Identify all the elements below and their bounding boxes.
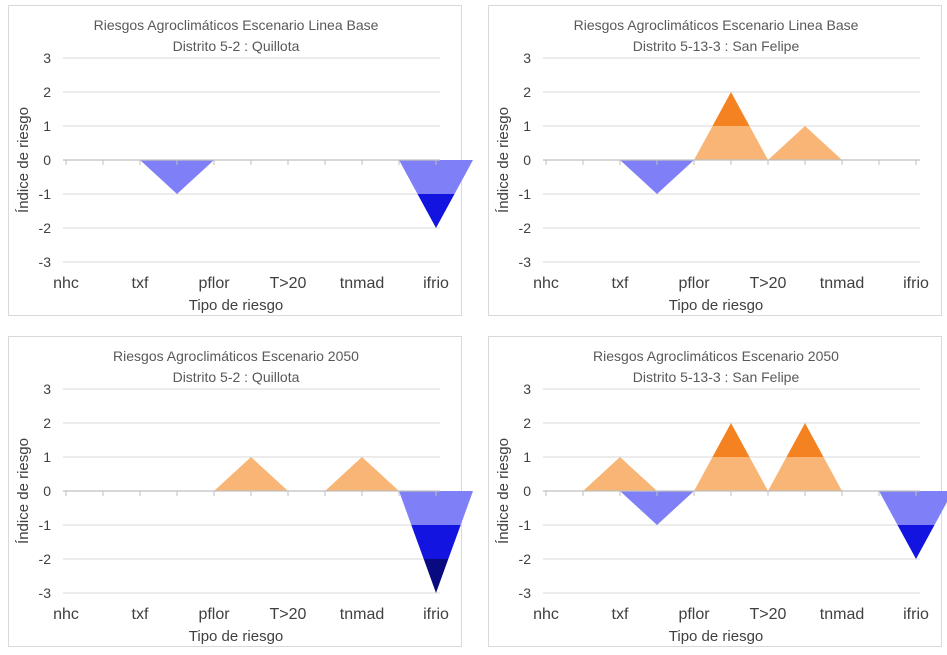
y-axis-label: Índice de riesgo xyxy=(15,107,32,213)
risk-area-peak-2-level-1 xyxy=(694,457,768,491)
risk-area-peak-1-level-1 xyxy=(694,126,768,160)
risk-area-peak-1-level-1 xyxy=(399,160,473,194)
x-category-label: nhc xyxy=(533,606,559,623)
y-tick-label: 1 xyxy=(43,118,51,134)
y-axis-label: Índice de riesgo xyxy=(495,107,512,213)
y-tick-label: -3 xyxy=(519,585,532,601)
y-tick-label: -2 xyxy=(519,220,532,236)
y-tick-label: 3 xyxy=(43,50,51,66)
chart-panel-quillota-base: Riesgos Agroclimáticos Escenario Linea B… xyxy=(8,5,473,316)
chart-svg: Riesgos Agroclimáticos Escenario Linea B… xyxy=(495,17,929,314)
chart-subtitle: Distrito 5-13-3 : San Felipe xyxy=(633,369,800,385)
x-category-label: T>20 xyxy=(270,275,307,292)
x-category-label: nhc xyxy=(53,606,79,623)
chart-svg: Riesgos Agroclimáticos Escenario Linea B… xyxy=(15,17,473,314)
x-axis-label: Tipo de riesgo xyxy=(189,628,284,645)
x-category-label: tnmad xyxy=(340,275,384,292)
x-category-label: txf xyxy=(132,275,149,292)
risk-area-peak-2-level-3 xyxy=(423,559,449,593)
y-tick-label: 1 xyxy=(523,118,531,134)
y-tick-label: 0 xyxy=(523,483,531,499)
x-category-label: nhc xyxy=(53,275,79,292)
chart-subtitle: Distrito 5-2 : Quillota xyxy=(173,369,300,385)
x-category-label: pflor xyxy=(198,275,230,292)
x-axis-label: Tipo de riesgo xyxy=(189,297,284,314)
y-tick-label: -3 xyxy=(39,254,52,270)
x-category-label: txf xyxy=(612,606,629,623)
chart-subtitle: Distrito 5-2 : Quillota xyxy=(173,38,300,54)
chart-svg: Riesgos Agroclimáticos Escenario 2050 Dis… xyxy=(15,348,473,645)
y-tick-label: -1 xyxy=(39,186,52,202)
x-category-label: tnmad xyxy=(820,606,864,623)
risk-area-peak-1-level-2 xyxy=(417,194,455,228)
y-tick-label: -2 xyxy=(39,220,52,236)
x-category-label: T>20 xyxy=(750,606,787,623)
y-tick-label: 3 xyxy=(523,381,531,397)
x-category-label: tnmad xyxy=(820,275,864,292)
y-tick-label: -1 xyxy=(519,186,532,202)
risk-area-peak-3-level-1 xyxy=(768,457,842,491)
y-tick-label: 2 xyxy=(523,415,531,431)
x-category-label: ifrio xyxy=(903,606,929,623)
x-category-label: pflor xyxy=(678,275,710,292)
risk-area-peak-4-level-1 xyxy=(879,491,947,525)
y-tick-label: 3 xyxy=(43,381,51,397)
chart-title: Riesgos Agroclimáticos Escenario 2050 xyxy=(113,348,359,364)
risk-area-peak-2-level-2 xyxy=(712,423,750,457)
y-tick-label: -2 xyxy=(39,551,52,567)
x-category-label: T>20 xyxy=(750,275,787,292)
risk-area-peak-2-level-1 xyxy=(768,126,842,160)
y-tick-label: -2 xyxy=(519,551,532,567)
y-tick-label: 1 xyxy=(43,449,51,465)
risk-area-peak-1-level-1 xyxy=(325,457,399,491)
y-tick-label: 0 xyxy=(43,483,51,499)
risk-area-peak-3-level-2 xyxy=(786,423,824,457)
risk-area-peak-0-level-1 xyxy=(214,457,288,491)
y-tick-label: 3 xyxy=(523,50,531,66)
risk-area-peak-1-level-1 xyxy=(620,491,694,525)
risk-area-peak-2-level-2 xyxy=(411,525,461,559)
x-category-label: ifrio xyxy=(423,275,449,292)
x-category-label: tnmad xyxy=(340,606,384,623)
risk-area-peak-0-level-1 xyxy=(140,160,214,194)
y-axis-label: Índice de riesgo xyxy=(495,438,512,544)
y-tick-label: 1 xyxy=(523,449,531,465)
y-tick-label: -3 xyxy=(39,585,52,601)
x-category-label: txf xyxy=(132,606,149,623)
y-tick-label: 0 xyxy=(523,152,531,168)
risk-area-peak-0-level-1 xyxy=(620,160,694,194)
y-tick-label: -1 xyxy=(39,517,52,533)
chart-panel-quillota-2050: Riesgos Agroclimáticos Escenario 2050 Dis… xyxy=(8,336,473,647)
chart-panel-san-felipe-2050: Riesgos Agroclimáticos Escenario 2050 Dis… xyxy=(488,336,947,647)
x-axis-label: Tipo de riesgo xyxy=(669,628,764,645)
y-tick-label: -1 xyxy=(519,517,532,533)
y-axis-label: Índice de riesgo xyxy=(15,438,32,544)
risk-area-peak-4-level-2 xyxy=(897,525,935,559)
risk-area-peak-0-level-1 xyxy=(583,457,657,491)
y-tick-label: 2 xyxy=(523,84,531,100)
x-category-label: nhc xyxy=(533,275,559,292)
y-tick-label: 2 xyxy=(43,415,51,431)
chart-svg: Riesgos Agroclimáticos Escenario 2050 Dis… xyxy=(495,348,947,645)
risk-area-peak-2-level-1 xyxy=(399,491,473,525)
x-category-label: ifrio xyxy=(423,606,449,623)
chart-title: Riesgos Agroclimáticos Escenario Linea B… xyxy=(574,17,859,33)
y-tick-label: -3 xyxy=(519,254,532,270)
chart-subtitle: Distrito 5-13-3 : San Felipe xyxy=(633,38,800,54)
x-category-label: T>20 xyxy=(270,606,307,623)
risk-area-peak-1-level-2 xyxy=(712,92,750,126)
chart-title: Riesgos Agroclimáticos Escenario Linea B… xyxy=(94,17,379,33)
y-tick-label: 0 xyxy=(43,152,51,168)
x-category-label: pflor xyxy=(198,606,230,623)
x-category-label: pflor xyxy=(678,606,710,623)
y-tick-label: 2 xyxy=(43,84,51,100)
chart-panel-san-felipe-base: Riesgos Agroclimáticos Escenario Linea B… xyxy=(488,5,942,316)
chart-title: Riesgos Agroclimáticos Escenario 2050 xyxy=(593,348,839,364)
x-category-label: txf xyxy=(612,275,629,292)
x-axis-label: Tipo de riesgo xyxy=(669,297,764,314)
x-category-label: ifrio xyxy=(903,275,929,292)
